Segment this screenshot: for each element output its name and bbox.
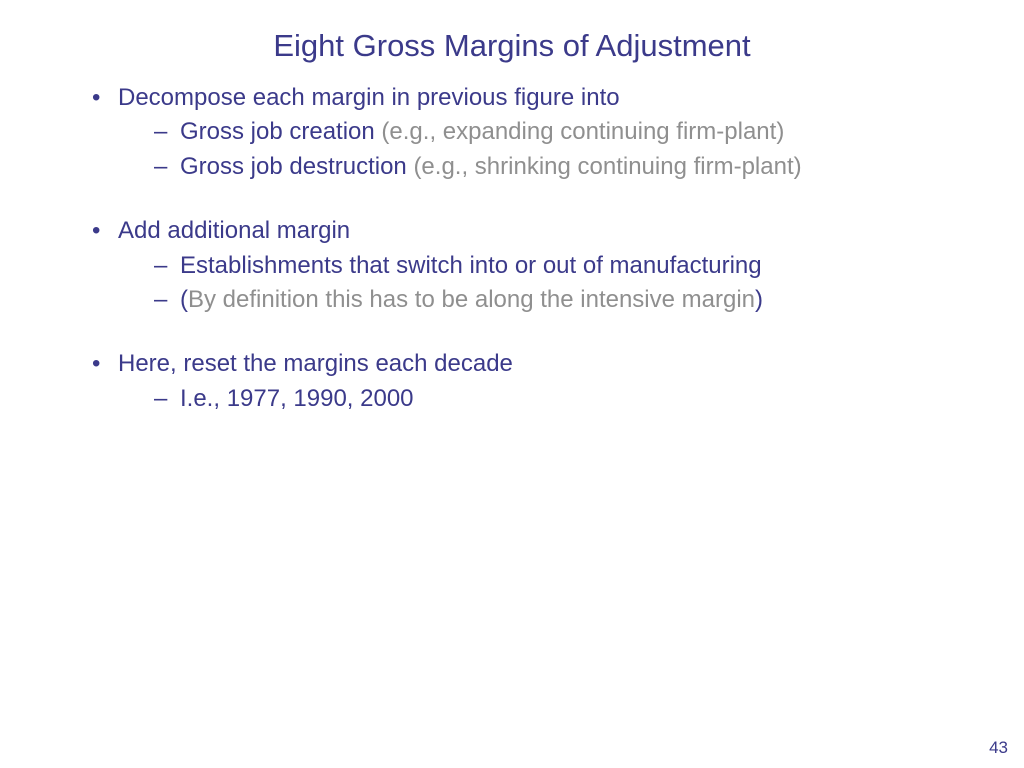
bullet-1-sub-1-dark: Gross job creation: [180, 118, 381, 145]
bullet-2-sub-2-open: (: [180, 286, 188, 313]
bullet-2-text: Add additional margin: [118, 217, 350, 244]
bullet-2-sub-2-gray: By definition this has to be along the i…: [188, 286, 755, 313]
bullet-2-sub-1-dark: Establishments that switch into or out o…: [180, 252, 762, 279]
bullet-2-sub-2: (By definition this has to be along the …: [152, 284, 964, 316]
bullet-2-sublist: Establishments that switch into or out o…: [118, 250, 964, 317]
bullet-1-sub-1-gray: (e.g., expanding continuing firm-plant): [381, 118, 784, 145]
bullet-3-sublist: I.e., 1977, 1990, 2000: [118, 383, 964, 415]
page-number: 43: [989, 738, 1008, 758]
bullet-list: Decompose each margin in previous figure…: [88, 82, 964, 415]
bullet-1-sublist: Gross job creation (e.g., expanding cont…: [118, 116, 964, 183]
slide: Eight Gross Margins of Adjustment Decomp…: [0, 0, 1024, 768]
bullet-1-sub-1: Gross job creation (e.g., expanding cont…: [152, 116, 964, 148]
bullet-1-sub-2-dark: Gross job destruction: [180, 153, 413, 180]
slide-title: Eight Gross Margins of Adjustment: [0, 0, 1024, 82]
bullet-3: Here, reset the margins each decade I.e.…: [88, 348, 964, 415]
bullet-3-sub-1-dark: I.e., 1977, 1990, 2000: [180, 385, 414, 412]
bullet-3-text: Here, reset the margins each decade: [118, 350, 513, 377]
bullet-1-sub-2-gray: (e.g., shrinking continuing firm-plant): [413, 153, 801, 180]
bullet-1-text: Decompose each margin in previous figure…: [118, 84, 620, 111]
bullet-2: Add additional margin Establishments tha…: [88, 215, 964, 316]
bullet-3-sub-1: I.e., 1977, 1990, 2000: [152, 383, 964, 415]
bullet-2-sub-2-close: ): [755, 286, 763, 313]
bullet-2-sub-1: Establishments that switch into or out o…: [152, 250, 964, 282]
bullet-1: Decompose each margin in previous figure…: [88, 82, 964, 183]
slide-body: Decompose each margin in previous figure…: [0, 82, 1024, 415]
bullet-1-sub-2: Gross job destruction (e.g., shrinking c…: [152, 151, 964, 183]
